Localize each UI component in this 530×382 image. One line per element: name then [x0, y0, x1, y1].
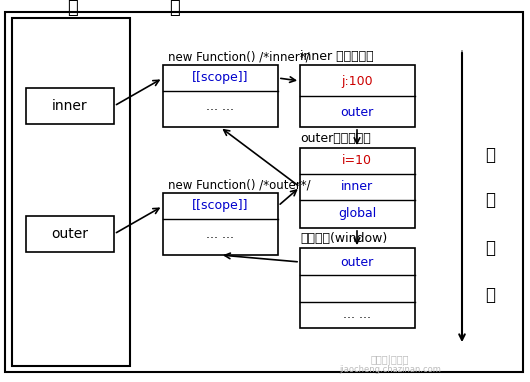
Text: 堆: 堆	[170, 0, 180, 17]
Text: inner: inner	[341, 181, 373, 194]
Text: inner: inner	[52, 99, 88, 113]
Text: 全局对象(window): 全局对象(window)	[300, 231, 387, 244]
Text: [[scope]]: [[scope]]	[192, 71, 248, 84]
Text: new Function() /*outer*/: new Function() /*outer*/	[168, 178, 311, 191]
Text: 栈: 栈	[67, 0, 77, 17]
Text: 用: 用	[485, 191, 495, 209]
Text: i=10: i=10	[342, 154, 372, 167]
Bar	[163, 65, 278, 127]
Text: outer: outer	[340, 256, 374, 269]
Text: ... ...: ... ...	[206, 100, 234, 113]
Bar	[26, 88, 114, 124]
Text: ... ...: ... ...	[206, 228, 234, 241]
Bar	[300, 248, 415, 328]
Text: jiaocheng.chazinan.com: jiaocheng.chazinan.com	[339, 366, 441, 374]
Text: 趣学典|教程网: 趣学典|教程网	[371, 355, 409, 365]
Text: global: global	[338, 207, 376, 220]
Text: 作: 作	[485, 146, 495, 164]
Bar	[300, 65, 415, 127]
Bar	[26, 216, 114, 252]
Text: 域: 域	[485, 239, 495, 257]
Bar	[163, 193, 278, 255]
Text: outer的活动对象: outer的活动对象	[300, 131, 371, 144]
Text: j:100: j:100	[341, 74, 373, 87]
Bar	[12, 18, 130, 366]
Text: outer: outer	[51, 227, 89, 241]
Bar	[300, 148, 415, 228]
Text: inner 的活动对象: inner 的活动对象	[300, 50, 374, 63]
Text: 链: 链	[485, 286, 495, 304]
Text: ... ...: ... ...	[343, 309, 371, 322]
Text: [[scope]]: [[scope]]	[192, 199, 248, 212]
Text: outer: outer	[340, 107, 374, 120]
Text: new Function() /*inner*/: new Function() /*inner*/	[168, 50, 310, 63]
